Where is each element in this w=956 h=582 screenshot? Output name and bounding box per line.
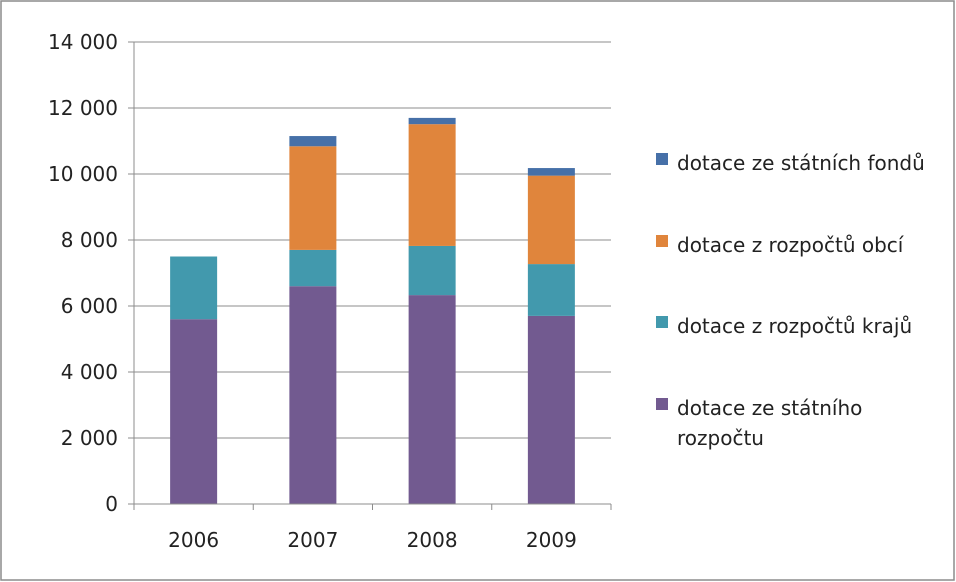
bar-segment	[289, 136, 337, 147]
legend-label: dotace ze státního rozpočtu	[677, 396, 862, 450]
y-tick-label: 0	[105, 492, 118, 516]
bar-segment	[170, 319, 218, 504]
bar-segment	[527, 315, 575, 504]
x-tick-label: 2008	[407, 528, 458, 552]
y-tick-label: 8 000	[61, 228, 118, 252]
y-tick-label: 12 000	[48, 96, 118, 120]
y-tick-label: 14 000	[48, 30, 118, 54]
bar-segment	[408, 245, 456, 296]
y-tick-label: 6 000	[61, 294, 118, 318]
x-tick-label: 2006	[168, 528, 219, 552]
bar-segment	[408, 295, 456, 504]
bar-segment	[408, 117, 456, 125]
bar-segment	[170, 256, 218, 320]
bar-segment	[289, 146, 337, 250]
legend-label-line: rozpočtu	[677, 426, 764, 450]
x-tick-label: 2007	[287, 528, 338, 552]
bar-segment	[527, 175, 575, 265]
bar-segment	[527, 264, 575, 316]
legend-label: dotace z rozpočtů obcí	[677, 233, 905, 257]
y-tick-label: 10 000	[48, 162, 118, 186]
legend-swatch	[656, 398, 668, 410]
x-tick-label: 2009	[526, 528, 577, 552]
bar-segment	[408, 124, 456, 246]
bars	[170, 117, 575, 504]
legend: dotace ze státních fondů dotace z rozpočt…	[656, 151, 925, 450]
bar-segment	[289, 249, 337, 287]
legend-label: dotace ze státních fondů	[677, 151, 925, 175]
bar-segment	[527, 168, 575, 176]
axes: 0 2 000 4 000 6 000 8 000 10 000 12 000 14 000 2…	[48, 30, 612, 552]
legend-label-line: dotace ze státního	[677, 396, 862, 420]
legend-swatch	[656, 153, 668, 165]
legend-swatch	[656, 316, 668, 328]
y-tick-label: 2 000	[61, 426, 118, 450]
legend-swatch	[656, 235, 668, 247]
legend-label: dotace z rozpočtů krajů	[677, 314, 912, 338]
y-tick-label: 4 000	[61, 360, 118, 384]
bar-segment	[289, 286, 337, 504]
